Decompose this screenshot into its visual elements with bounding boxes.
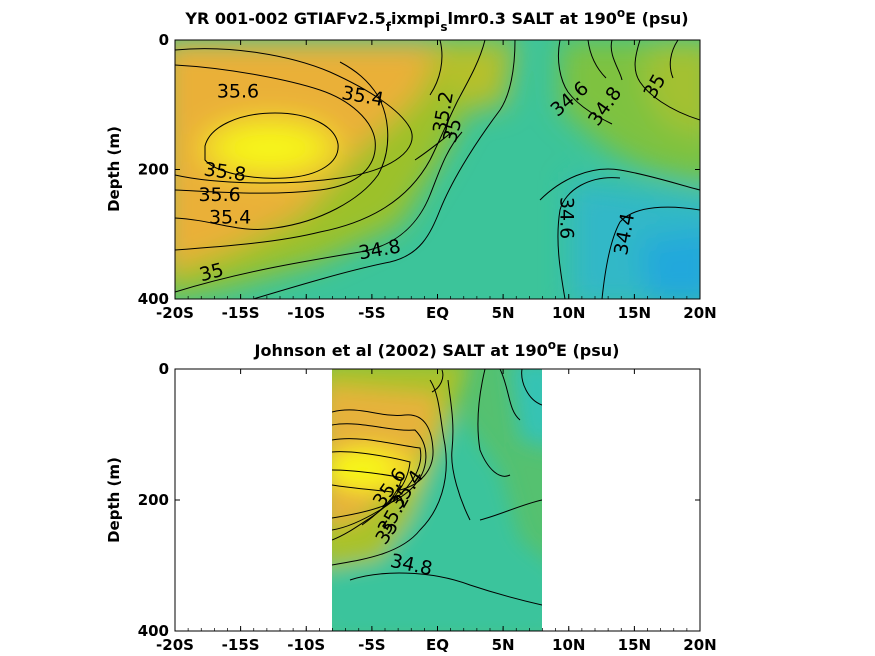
panel-bottom: Johnson et al (2002) SALT at 190oE (psu) [105,338,717,654]
panel-top-ylabel: Depth (m) [105,126,123,212]
x-tick-label: EQ [426,636,449,654]
x-tick-label: 10N [552,304,585,322]
panel-bottom-contours [332,369,542,606]
x-tick-label: -20S [156,304,194,322]
y-tick-label: 400 [138,622,169,640]
x-tick-label: -10S [287,304,325,322]
x-tick-label: 10N [552,636,585,654]
x-tick-label: 20N [683,304,716,322]
x-tick-label: 15N [618,304,651,322]
panel-top-ticks: -20S -15S -10S -5S EQ 5N 10N 15N 20N 0 200 400 [138,31,717,322]
x-tick-label: EQ [426,304,449,322]
panel-top: YR 001-002 GTIAFv2.5fixmpislmr0.3 SALT a… [105,6,717,322]
x-tick-label: -5S [358,636,385,654]
y-tick-label: 200 [138,161,169,179]
panel-bottom-ticks: -20S -15S -10S -5S EQ 5N 10N 15N 20N 0 200 400 [138,360,717,654]
panel-top-title: YR 001-002 GTIAFv2.5fixmpislmr0.3 SALT a… [184,6,688,34]
panel-bottom-field [332,369,542,631]
contour-label: 34.6 [556,197,578,239]
x-tick-label: -15S [222,636,260,654]
x-tick-label: 15N [618,636,651,654]
x-tick-label: 5N [492,636,515,654]
x-tick-label: 5N [492,304,515,322]
x-tick-label: -20S [156,636,194,654]
contour-label: 35.6 [198,184,240,206]
panel-bottom-ylabel: Depth (m) [105,457,123,543]
panel-top-field [175,40,700,299]
x-tick-label: -15S [222,304,260,322]
x-tick-label: -5S [358,304,385,322]
contour-label: 35.6 [217,80,259,102]
x-tick-label: 20N [683,636,716,654]
y-tick-label: 400 [138,290,169,308]
y-tick-label: 0 [159,360,169,378]
panel-bottom-title: Johnson et al (2002) SALT at 190oE (psu) [254,338,620,360]
panel-top-contours [175,40,700,299]
y-tick-label: 0 [159,31,169,49]
x-tick-label: -10S [287,636,325,654]
y-tick-label: 200 [138,491,169,509]
contour-label: 35.4 [209,207,251,229]
